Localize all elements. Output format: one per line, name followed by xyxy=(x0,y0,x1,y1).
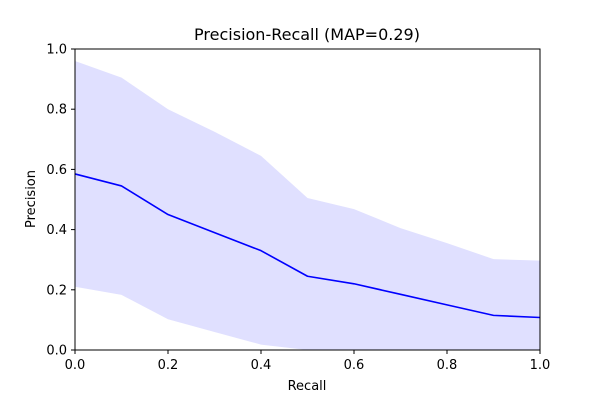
x-tick-label: 0.2 xyxy=(158,358,179,373)
x-tick-label: 0.0 xyxy=(65,358,86,373)
x-tick-label: 0.6 xyxy=(344,358,365,373)
ticks-layer: 0.0 0.2 0.4 0.6 0.8 1.0 0.0 0.2 0.4 0.6 0.8 1.0 xyxy=(46,43,550,374)
x-tick-label: 0.8 xyxy=(437,358,458,373)
chart-title: Precision-Recall (MAP=0.29) xyxy=(194,25,420,44)
y-tick-label: 0.8 xyxy=(46,103,67,118)
x-tick-label: 0.4 xyxy=(251,358,272,373)
y-tick-label: 1.0 xyxy=(46,43,67,58)
y-tick-label: 0.2 xyxy=(46,283,67,298)
x-axis-label: Recall xyxy=(288,379,327,394)
x-tick-label: 1.0 xyxy=(530,358,551,373)
plot-layer xyxy=(74,61,541,350)
series-line-0 xyxy=(74,173,541,319)
y-tick-label: 0.4 xyxy=(46,223,67,238)
y-tick-label: 0.6 xyxy=(46,163,67,178)
y-axis-label: Precision xyxy=(24,170,39,228)
y-tick-label: 0.0 xyxy=(46,344,67,359)
precision-band xyxy=(75,61,540,350)
plot-frame xyxy=(74,48,541,351)
